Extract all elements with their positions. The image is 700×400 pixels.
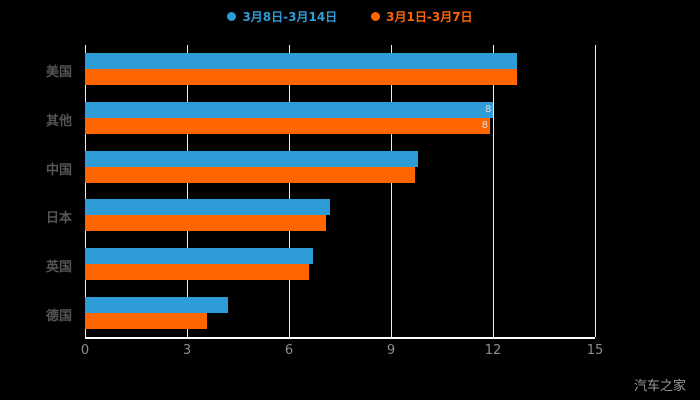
legend: 3月8日-3月14日 3月1日-3月7日 [0, 8, 700, 25]
bar-series1-中国[interactable] [85, 166, 415, 183]
bar-series0-日本[interactable] [85, 199, 330, 216]
bar-series0-其他[interactable] [85, 102, 493, 118]
bar-series0-英国[interactable] [85, 248, 313, 264]
bar-series0-美国[interactable] [85, 53, 517, 70]
bar-series1-英国[interactable] [85, 264, 310, 280]
bar-series1-美国[interactable] [85, 69, 517, 86]
legend-marker-orange-icon [371, 12, 381, 21]
x-axis-tick-9: 9 [386, 343, 396, 358]
legend-label-week2: 3月8日-3月14日 [242, 10, 338, 24]
bar-series1-其他[interactable] [85, 118, 490, 134]
gridline-x-6 [289, 45, 290, 337]
y-axis-label-其他: 其他 [45, 114, 72, 129]
y-axis-label-日本: 日本 [45, 211, 72, 227]
x-axis-tick-0: 0 [80, 343, 90, 358]
gridline-x-0 [85, 45, 86, 337]
watermark: 汽车之家 [633, 379, 686, 394]
bar-series0-中国[interactable] [85, 150, 419, 167]
y-axis-label-德国: 德国 [45, 308, 72, 324]
bar-value-annotation-1: 8 [481, 120, 488, 131]
y-axis-labels: 美国其他中国日本英国德国 [0, 45, 78, 337]
x-axis-tick-6: 6 [284, 343, 294, 358]
y-axis-label-英国: 英国 [45, 260, 72, 275]
bar-series1-德国[interactable] [85, 312, 208, 329]
y-axis-label-中国: 中国 [45, 162, 72, 178]
gridline-x-15 [595, 45, 596, 337]
gridline-x-12 [493, 45, 494, 337]
y-axis-label-美国: 美国 [45, 65, 72, 81]
legend-item-week1[interactable]: 3月1日-3月7日 [371, 8, 473, 25]
bar-series0-德国[interactable] [85, 296, 228, 313]
x-axis-tick-3: 3 [182, 343, 192, 358]
legend-label-week1: 3月1日-3月7日 [386, 10, 473, 24]
gridline-x-9 [391, 45, 392, 337]
bar-series1-日本[interactable] [85, 215, 327, 232]
legend-item-week2[interactable]: 3月8日-3月14日 [227, 8, 337, 25]
legend-marker-blue-icon [227, 12, 237, 21]
x-axis-tick-15: 15 [586, 343, 604, 358]
gridline-x-3 [187, 45, 188, 337]
bar-value-annotation-0: 8 [485, 104, 492, 115]
x-axis-labels: 0 3 6 9 12 15 [81, 343, 603, 363]
x-axis-tick-12: 12 [484, 343, 502, 358]
